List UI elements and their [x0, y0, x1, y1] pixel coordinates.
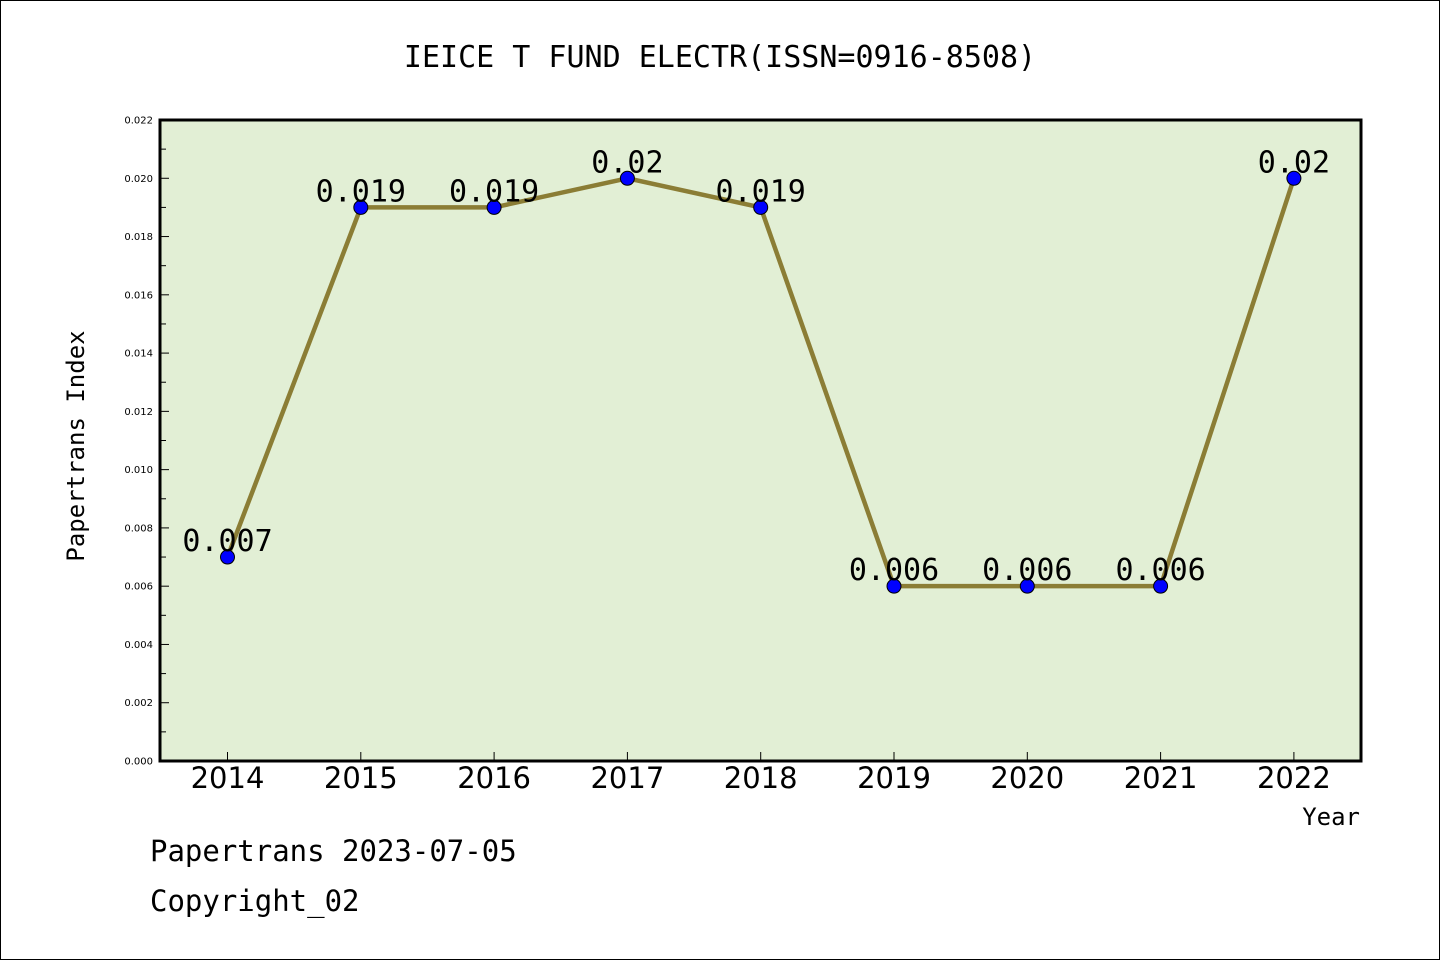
data-labels: 0.007 0.019 0.019 0.02 0.019 0.006 0.006 0.006 0…	[182, 145, 1330, 588]
x-tick-label: 2017	[590, 761, 664, 795]
x-tick-label: 2021	[1124, 761, 1198, 795]
data-point	[886, 578, 902, 594]
y-tick-label: 0.008	[124, 523, 153, 534]
y-tick-label: 0.006	[124, 582, 153, 593]
data-points	[220, 170, 1302, 594]
data-label: 0.006	[849, 553, 939, 588]
x-tick-label: 2015	[324, 761, 398, 795]
data-point	[1153, 578, 1169, 594]
data-point	[1019, 578, 1035, 594]
data-label: 0.006	[982, 553, 1072, 588]
x-tick-label: 2018	[724, 761, 798, 795]
y-tick-label: 0.016	[124, 290, 153, 301]
data-label: 0.02	[591, 145, 663, 180]
data-point	[1286, 170, 1302, 186]
data-point	[753, 199, 769, 215]
data-label: 0.019	[316, 174, 406, 209]
data-label: 0.02	[1258, 145, 1330, 180]
y-tick-label: 0.010	[124, 465, 153, 476]
y-tick-label: 0.002	[124, 698, 153, 709]
y-tick-label: 0.022	[124, 116, 153, 127]
x-axis-ticks: 2014 2015 2016 2017 2018 2019 2020 2021 2022	[191, 752, 1331, 795]
x-tick-label: 2022	[1257, 761, 1331, 795]
y-tick-label: 0.014	[124, 349, 153, 360]
x-tick-label: 2020	[990, 761, 1064, 795]
y-tick-label: 0.020	[124, 174, 153, 185]
y-tick-label: 0.018	[124, 232, 153, 243]
data-label: 0.019	[716, 174, 806, 209]
y-tick-label: 0.000	[124, 757, 153, 768]
data-point	[353, 199, 369, 215]
y-axis-title: Papertrans Index	[62, 330, 90, 561]
y-tick-label: 0.012	[124, 407, 153, 418]
chart-title: IEICE T FUND ELECTR(ISSN=0916-8508)	[404, 40, 1036, 75]
data-point	[220, 549, 235, 565]
plot-area	[158, 118, 1363, 763]
x-tick-label: 2019	[857, 761, 931, 795]
data-label: 0.007	[182, 524, 272, 559]
y-tick-label: 0.004	[124, 640, 153, 651]
x-tick-label: 2014	[191, 761, 265, 795]
footer-copyright: Copyright_02	[150, 884, 360, 918]
data-label: 0.006	[1115, 553, 1205, 588]
footer-date-line: Papertrans 2023-07-05	[150, 834, 517, 868]
data-point	[486, 199, 502, 215]
data-point	[619, 170, 635, 186]
y-axis-ticks: 0.000 0.002 0.004 0.006 0.008 0.010 0.012 0.014…	[124, 116, 169, 768]
x-tick-label: 2016	[457, 761, 531, 795]
x-axis-title: Year	[1302, 803, 1360, 831]
data-label: 0.019	[449, 174, 539, 209]
